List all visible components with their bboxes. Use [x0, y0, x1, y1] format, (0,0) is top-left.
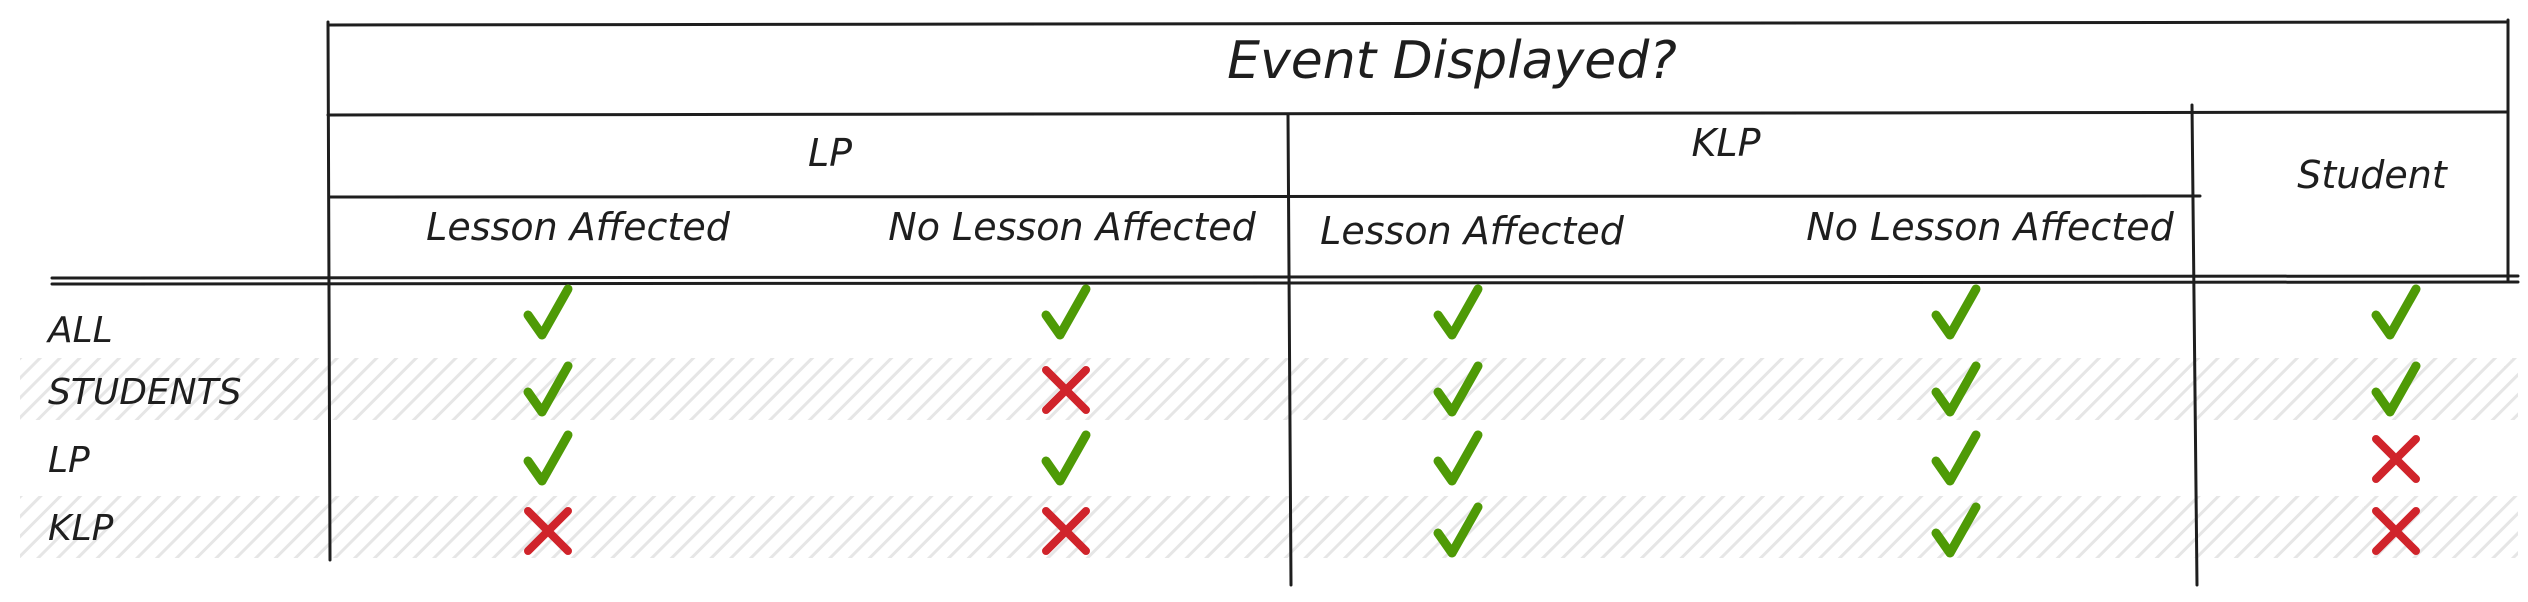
group-header-klp: KLP [1691, 121, 1760, 165]
check-icon [523, 361, 573, 417]
check-icon [1931, 502, 1981, 558]
check-icon [523, 284, 573, 340]
check-icon [1931, 430, 1981, 486]
cross-icon [524, 507, 572, 555]
cell-marks [523, 284, 2421, 558]
row-stripe-students [20, 358, 2518, 420]
row-stripe-klp [20, 496, 2518, 558]
subheader-klp-no-lesson-affected: No Lesson Affected [1806, 205, 2174, 249]
row-label-lp: LP [48, 440, 90, 481]
cross-icon [2372, 507, 2420, 555]
check-icon [1433, 361, 1483, 417]
row-label-klp: KLP [48, 508, 114, 549]
subheader-lp-no-lesson-affected: No Lesson Affected [888, 205, 1256, 249]
check-icon [2371, 284, 2421, 340]
check-icon [1041, 284, 1091, 340]
check-icon [1041, 430, 1091, 486]
check-icon [1433, 430, 1483, 486]
grid-lines [50, 18, 2520, 587]
row-label-students: STUDENTS [48, 372, 241, 413]
cross-icon [2372, 435, 2420, 483]
check-icon [1433, 284, 1483, 340]
group-header-lp: LP [808, 131, 852, 175]
check-icon [1931, 361, 1981, 417]
check-icon [523, 430, 573, 486]
check-icon [1433, 502, 1483, 558]
subheader-klp-lesson-affected: Lesson Affected [1320, 209, 1625, 253]
cross-icon [1042, 507, 1090, 555]
cross-icon [1042, 366, 1090, 414]
table-title: Event Displayed? [1227, 31, 1677, 91]
check-icon [2371, 361, 2421, 417]
group-header-student: Student [2297, 153, 2449, 197]
row-label-all: ALL [46, 310, 113, 351]
subheader-lp-lesson-affected: Lesson Affected [426, 205, 731, 249]
check-icon [1931, 284, 1981, 340]
